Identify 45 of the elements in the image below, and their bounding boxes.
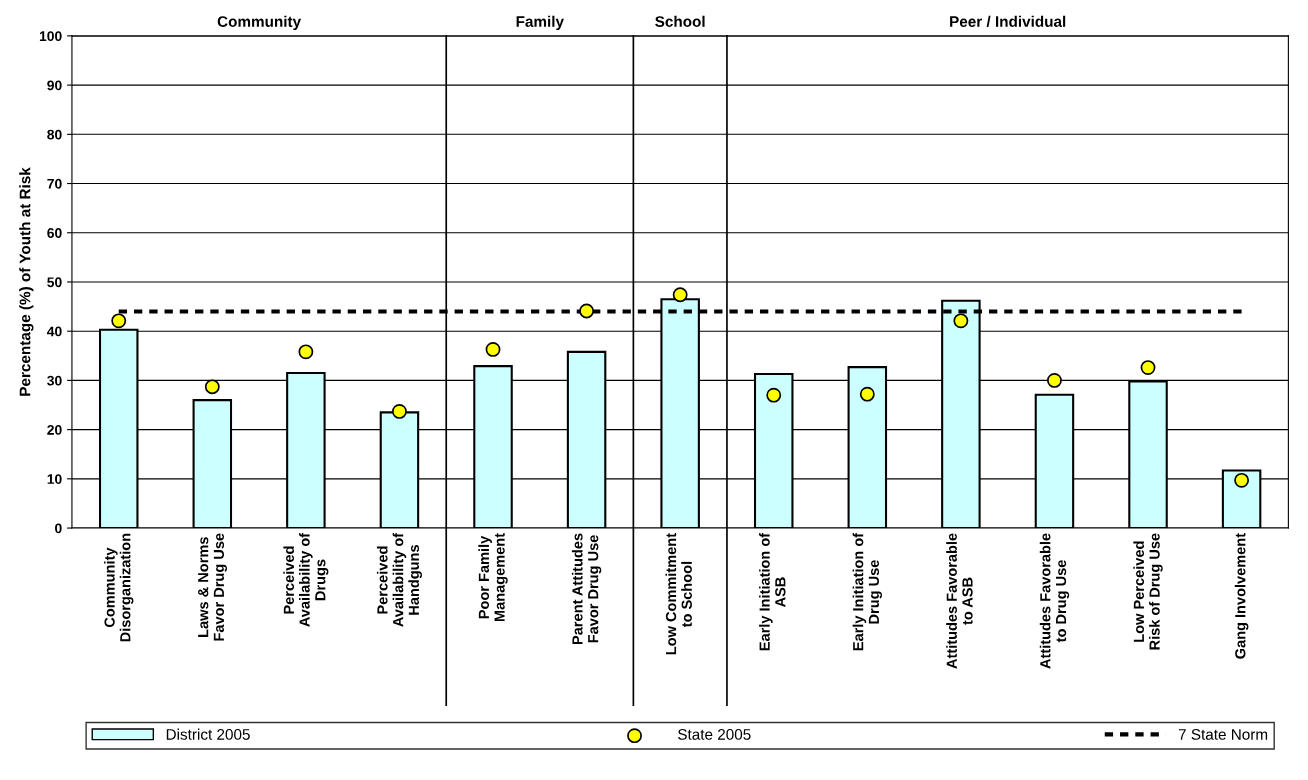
x-tick-label: Early Initiation of Drug Use xyxy=(852,532,882,651)
y-tick-label: 100 xyxy=(39,31,62,42)
x-tick-label: Early Initiation of ASB xyxy=(759,532,786,651)
text: Community xyxy=(217,15,302,30)
y-tick-label: 20 xyxy=(47,424,62,435)
x-tick-label: Poor Family Management xyxy=(478,533,508,622)
y-tick-label: 50 xyxy=(47,277,62,288)
x-tick-label: Parent Attitudes Favor Drug Use xyxy=(571,533,602,645)
y-tick-label: 40 xyxy=(46,326,62,337)
point xyxy=(392,403,407,419)
y-tick-label: 60 xyxy=(47,228,62,238)
x-tick-label: Perceived Availability of Drugs xyxy=(283,532,329,627)
point xyxy=(485,341,501,357)
x-tick-label: Perceived Availability of Handguns xyxy=(376,532,422,627)
y-tick-label: 80 xyxy=(47,129,62,140)
legend-label: District 2005 xyxy=(166,728,250,740)
point xyxy=(204,379,220,395)
x-tick-label: Low Perceived Risk of Drug Use xyxy=(1133,533,1163,650)
point xyxy=(766,387,782,403)
x-tick-label: Laws & Norms Favor Drug Use xyxy=(198,533,227,641)
point xyxy=(859,386,875,402)
x-tick-label: Attitudes Favorable to ASB xyxy=(946,533,973,669)
legend-label: 7 State Norm xyxy=(1178,729,1268,740)
point xyxy=(111,313,127,329)
text: State 2005 xyxy=(678,729,751,740)
point xyxy=(298,344,314,360)
y-axis-title: Percentage (%) of Youth at Risk xyxy=(19,167,34,396)
point xyxy=(953,313,969,329)
x-tick-label: Attitudes Favorable to Drug Use xyxy=(1039,533,1070,669)
y-tick-label: 30 xyxy=(47,375,62,386)
point xyxy=(579,303,595,319)
y-tick-label: 70 xyxy=(47,178,62,189)
x-tick-label: Low Commitment to School xyxy=(665,533,692,655)
x-tick-label: Community Disorganization xyxy=(104,533,134,642)
text: Family xyxy=(516,15,564,30)
point xyxy=(1140,360,1156,376)
text: Peer / Individual xyxy=(950,15,1066,28)
y-tick-label: 90 xyxy=(47,80,62,91)
x-tick-label: Gang Involvement xyxy=(1234,533,1249,659)
text: School xyxy=(655,15,705,27)
point xyxy=(1234,472,1250,488)
y-tick-label: 10 xyxy=(47,474,62,485)
point xyxy=(1047,372,1062,388)
y-tick-label: 0 xyxy=(55,523,62,534)
point xyxy=(672,287,688,303)
